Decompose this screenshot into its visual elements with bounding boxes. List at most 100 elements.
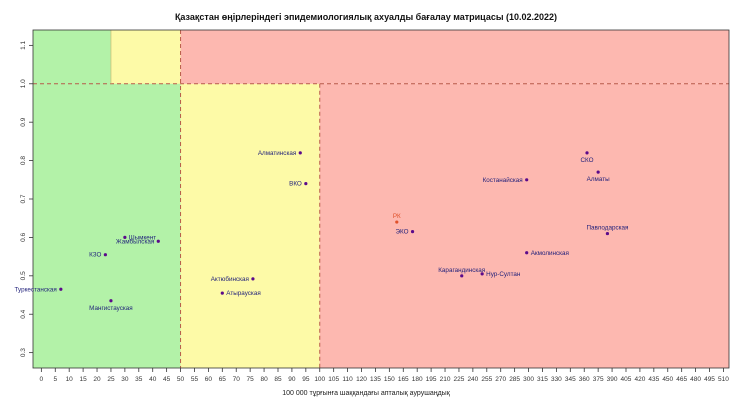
x-tick-label: 120 (356, 376, 367, 383)
x-tick-label: 315 (537, 376, 548, 383)
y-tick-label: 1.1 (20, 40, 27, 49)
y-tick-label: 0.7 (20, 194, 27, 203)
x-tick-label: 110 (342, 376, 353, 383)
x-tick-label: 495 (704, 376, 715, 383)
x-tick-label: 270 (495, 376, 506, 383)
x-tick-label: 10 (66, 376, 74, 383)
data-point (460, 274, 464, 278)
data-point (298, 151, 302, 155)
data-label: Атырауская (226, 290, 260, 297)
chart-title: Қазақстан өңірлеріндегі эпидемиологиялық… (174, 12, 558, 22)
data-point (156, 239, 160, 243)
x-tick-label: 40 (149, 376, 157, 383)
x-tick-label: 55 (191, 376, 199, 383)
zone-yellow (180, 83, 320, 368)
y-tick-label: 0.6 (20, 233, 27, 242)
y-tick-label: 0.5 (20, 271, 27, 280)
data-label: Актюбинская (211, 275, 249, 283)
data-point (585, 151, 589, 155)
x-tick-label: 435 (648, 376, 659, 383)
x-tick-label: 60 (205, 376, 213, 383)
x-tick-label: 80 (260, 376, 268, 383)
data-point (525, 178, 529, 182)
x-tick-label: 75 (247, 376, 255, 383)
x-tick-label: 285 (509, 376, 520, 383)
x-tick-label: 20 (93, 376, 101, 383)
x-tick-label: 390 (607, 376, 618, 383)
data-label: РК (393, 213, 401, 220)
data-point (596, 170, 600, 174)
data-label: Алматы (587, 176, 610, 183)
x-tick-label: 255 (481, 376, 492, 383)
data-point (251, 277, 255, 281)
x-tick-label: 95 (302, 376, 310, 383)
data-point (410, 230, 415, 234)
x-tick-label: 15 (79, 376, 87, 383)
x-axis-title: 100 000 тұрғынға шаққандағы апталық ауру… (282, 390, 450, 397)
x-tick-label: 165 (398, 376, 409, 383)
x-tick-label: 345 (565, 376, 576, 383)
data-label: Костанайская (483, 176, 523, 184)
data-label: Нур-Султан (486, 271, 521, 278)
zone-red (319, 83, 729, 368)
data-point (103, 253, 107, 257)
data-label: ЭКО (396, 229, 409, 236)
y-tick-label: 0.4 (20, 309, 27, 318)
data-label: Карагандинская (438, 267, 485, 274)
data-point (109, 299, 113, 303)
x-tick-label: 65 (219, 376, 227, 383)
y-tick-label: 0.3 (20, 348, 27, 357)
x-tick-label: 45 (163, 376, 171, 383)
x-tick-label: 405 (621, 376, 632, 383)
data-point (304, 182, 308, 186)
x-tick-label: 105 (328, 376, 339, 383)
x-tick-label: 450 (662, 376, 673, 383)
data-point (395, 220, 399, 224)
data-label: Акмолинская (531, 250, 569, 257)
y-tick-label: 0.8 (20, 156, 27, 165)
x-tick-label: 100 (314, 376, 325, 383)
x-tick-label: 150 (384, 376, 395, 383)
data-label: Мангистауская (89, 305, 133, 312)
x-tick-label: 465 (676, 376, 687, 383)
data-point (605, 231, 610, 236)
data-label: Туркестанская (15, 286, 57, 293)
data-label: Алматинская (258, 150, 296, 157)
x-tick-label: 225 (454, 376, 465, 383)
x-tick-label: 375 (593, 376, 604, 383)
zone-yellow-top (110, 30, 181, 84)
data-label: СКО (580, 157, 593, 164)
data-point (123, 235, 127, 240)
data-point (220, 291, 224, 295)
x-tick-label: 70 (233, 376, 241, 383)
y-tick-label: 0.9 (20, 117, 27, 126)
data-label: ВКО (289, 181, 302, 188)
data-label: КЗО (89, 252, 101, 259)
x-tick-label: 480 (690, 376, 701, 383)
x-tick-label: 35 (135, 376, 143, 383)
x-tick-label: 300 (523, 376, 534, 383)
x-tick-label: 30 (121, 376, 129, 383)
x-tick-label: 330 (551, 376, 562, 383)
data-point (525, 251, 529, 255)
x-tick-label: 135 (370, 376, 381, 383)
x-tick-label: 50 (177, 376, 185, 383)
x-tick-label: 180 (412, 376, 423, 383)
zone-red-top (180, 30, 729, 84)
data-label: Жамбылская (116, 237, 154, 245)
x-tick-label: 25 (107, 376, 115, 383)
x-tick-label: 210 (440, 376, 451, 383)
data-label: Шымкент (129, 234, 156, 241)
data-label: Павлодарская (586, 225, 628, 232)
x-tick-label: 240 (467, 376, 478, 383)
x-tick-label: 90 (288, 376, 296, 383)
x-tick-label: 420 (634, 376, 645, 383)
x-tick-label: 195 (426, 376, 437, 383)
x-tick-label: 510 (718, 376, 729, 383)
data-point (480, 272, 484, 276)
x-tick-label: 0 (40, 376, 44, 383)
x-tick-label: 5 (53, 376, 57, 383)
y-tick-label: 1.0 (20, 79, 27, 88)
data-point (59, 287, 63, 291)
